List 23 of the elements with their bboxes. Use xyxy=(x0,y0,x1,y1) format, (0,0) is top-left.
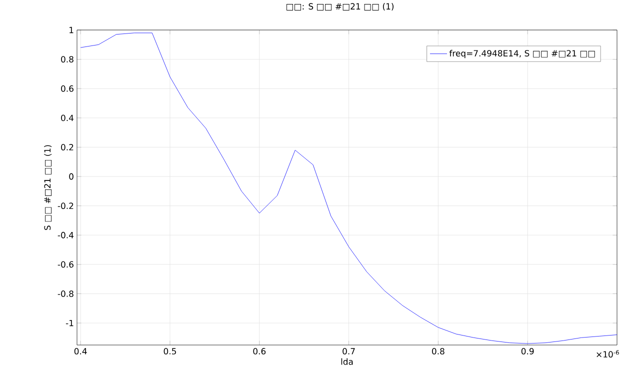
y-tick-label: 0.4 xyxy=(61,114,74,122)
y-tick-label: 0 xyxy=(69,173,74,180)
x-tick-label: 0.8 xyxy=(432,348,444,354)
y-axis-title: S □□ #□21 □□ (1) xyxy=(44,145,52,230)
x-tick-label: 0.9 xyxy=(521,348,534,354)
y-tick-label: 0.6 xyxy=(61,85,74,92)
y-tick-label: 1 xyxy=(70,26,74,34)
chart-title: □□: S □□ #□21 □□ (1) xyxy=(286,3,394,11)
x-axis-title: lda xyxy=(341,358,353,365)
y-tick-label: -0.8 xyxy=(58,290,74,297)
text: ×10$^{-6}$ xyxy=(596,350,619,358)
legend-label: freq=7.4948E14, S □□ #□21 □□ xyxy=(449,50,595,58)
y-tick-label: -0.6 xyxy=(58,261,74,268)
y-tick-label: -0.4 xyxy=(58,232,74,238)
y-tick-label: 0.8 xyxy=(61,56,74,63)
x-tick-label: 0.4 xyxy=(74,348,87,354)
x-tick-label: 0.6 xyxy=(253,348,266,354)
y-tick-label: 0.2 xyxy=(61,144,74,150)
line-series xyxy=(80,32,618,344)
y-tick-label: -1 xyxy=(66,320,74,326)
y-tick-label: -0.2 xyxy=(58,202,74,210)
x-tick-label: 0.7 xyxy=(342,348,355,354)
x-tick-label: 0.5 xyxy=(164,348,176,354)
